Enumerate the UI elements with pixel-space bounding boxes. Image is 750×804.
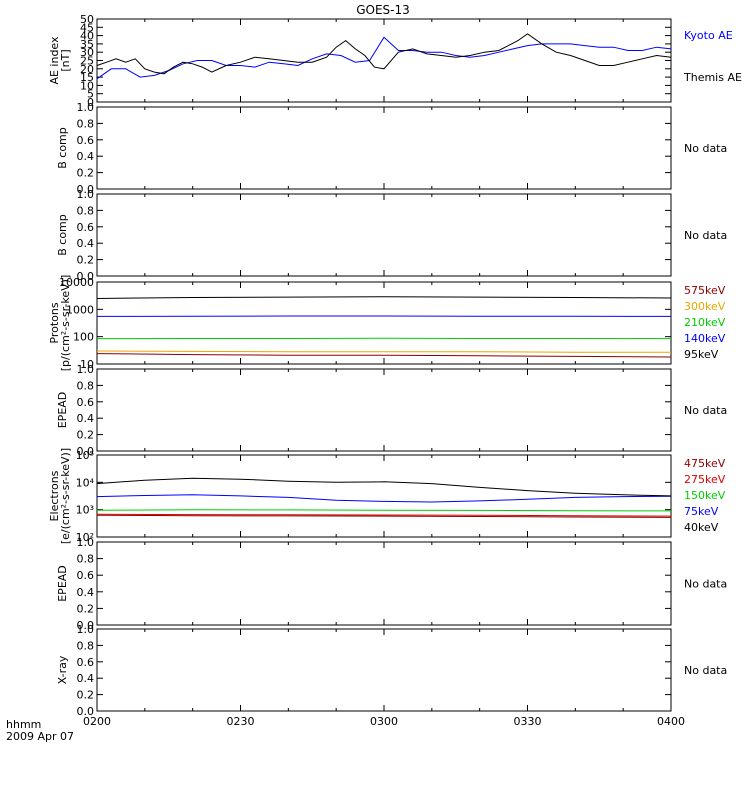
- no-data-label: No data: [684, 229, 727, 242]
- series-line-kyoto-ae: [97, 37, 671, 79]
- y-tick-label: 10⁴: [76, 476, 95, 489]
- chart-title: GOES-13: [356, 3, 410, 17]
- y-tick-label: 0.6: [77, 134, 95, 147]
- y-tick-label: 0.8: [77, 204, 95, 217]
- series-line-40kev: [97, 478, 671, 496]
- legend-entry: 75keV: [684, 505, 719, 518]
- x-tick-label: 0230: [227, 715, 255, 728]
- series-line-575kev: [97, 354, 671, 357]
- no-data-label: No data: [684, 142, 727, 155]
- y-axis-label: [e/(cm²-s-sr-keV)]: [59, 448, 72, 544]
- legend-entry: Themis AE: [683, 71, 742, 84]
- no-data-label: No data: [684, 578, 727, 591]
- y-tick-label: 0.4: [77, 237, 95, 250]
- y-tick-label: 1.0: [77, 101, 95, 114]
- x-tick-label: 0330: [514, 715, 542, 728]
- y-tick-label: 1.0: [77, 188, 95, 201]
- y-tick-label: 0.6: [77, 396, 95, 409]
- y-tick-label: 10⁵: [76, 449, 94, 462]
- y-tick-label: 1.0: [77, 623, 95, 636]
- y-axis-label: B comp: [56, 214, 69, 256]
- y-tick-label: 1.0: [77, 363, 95, 376]
- panel-frame: [97, 107, 671, 189]
- y-tick-label: 100: [73, 331, 94, 344]
- series-line-75kev: [97, 495, 671, 502]
- y-tick-label: 0.4: [77, 412, 95, 425]
- legend-entry: 275keV: [684, 473, 726, 486]
- legend-entry: 475keV: [684, 457, 726, 470]
- series-line-themis-ae: [97, 34, 671, 74]
- y-axis-label: [nT]: [59, 49, 72, 71]
- legend-entry: 95keV: [684, 348, 719, 361]
- series-line-95kev: [97, 297, 671, 299]
- date-label: 2009 Apr 07: [6, 730, 74, 743]
- no-data-label: No data: [684, 664, 727, 677]
- y-axis-label: EPEAD: [56, 565, 69, 602]
- y-tick-label: 0.2: [77, 602, 95, 615]
- y-tick-label: 0.4: [77, 150, 95, 163]
- series-line-300kev: [97, 351, 671, 352]
- y-tick-label: 0.4: [77, 586, 95, 599]
- panel-frame: [97, 194, 671, 276]
- y-axis-label: EPEAD: [56, 392, 69, 429]
- y-tick-label: 0.8: [77, 379, 95, 392]
- legend-entry: 300keV: [684, 300, 726, 313]
- legend-entry: 575keV: [684, 284, 726, 297]
- y-tick-label: 0.8: [77, 553, 95, 566]
- y-tick-label: 0.2: [77, 689, 95, 702]
- y-axis-label: B comp: [56, 127, 69, 169]
- x-tick-label: 0200: [83, 715, 111, 728]
- panel-frame: [97, 369, 671, 451]
- y-tick-label: 0.8: [77, 639, 95, 652]
- y-tick-label: 0.4: [77, 672, 95, 685]
- legend-entry: 210keV: [684, 316, 726, 329]
- y-axis-label: X-ray: [56, 655, 69, 684]
- y-tick-label: 50: [80, 13, 94, 26]
- y-tick-label: 0.6: [77, 569, 95, 582]
- no-data-label: No data: [684, 404, 727, 417]
- y-tick-label: 0.8: [77, 117, 95, 130]
- x-tick-label: 0300: [370, 715, 398, 728]
- panel-electrons: 10²10³10⁴10⁵Electrons[e/(cm²-s-sr-keV)]4…: [48, 448, 726, 544]
- y-tick-label: 0.6: [77, 221, 95, 234]
- y-axis-label: [p/(cm²-s-sr-keV)]: [59, 275, 72, 372]
- panel-frame: [97, 542, 671, 625]
- panel-frame: [97, 455, 671, 537]
- legend-entry: 40keV: [684, 521, 719, 534]
- y-tick-label: 1.0: [77, 536, 95, 549]
- y-tick-label: 0.2: [77, 429, 95, 442]
- panel-protons: 10100100010000Protons[p/(cm²-s-sr-keV)]5…: [48, 275, 726, 372]
- legend-entry: Kyoto AE: [684, 29, 733, 42]
- x-tick-label: 0400: [657, 715, 685, 728]
- y-tick-label: 10³: [76, 504, 94, 517]
- series-line-150kev: [97, 510, 671, 511]
- legend-entry: 150keV: [684, 489, 726, 502]
- panel-frame: [97, 629, 671, 711]
- legend-entry: 140keV: [684, 332, 726, 345]
- y-tick-label: 0.6: [77, 656, 95, 669]
- y-tick-label: 0.2: [77, 167, 95, 180]
- y-tick-label: 0.2: [77, 254, 95, 267]
